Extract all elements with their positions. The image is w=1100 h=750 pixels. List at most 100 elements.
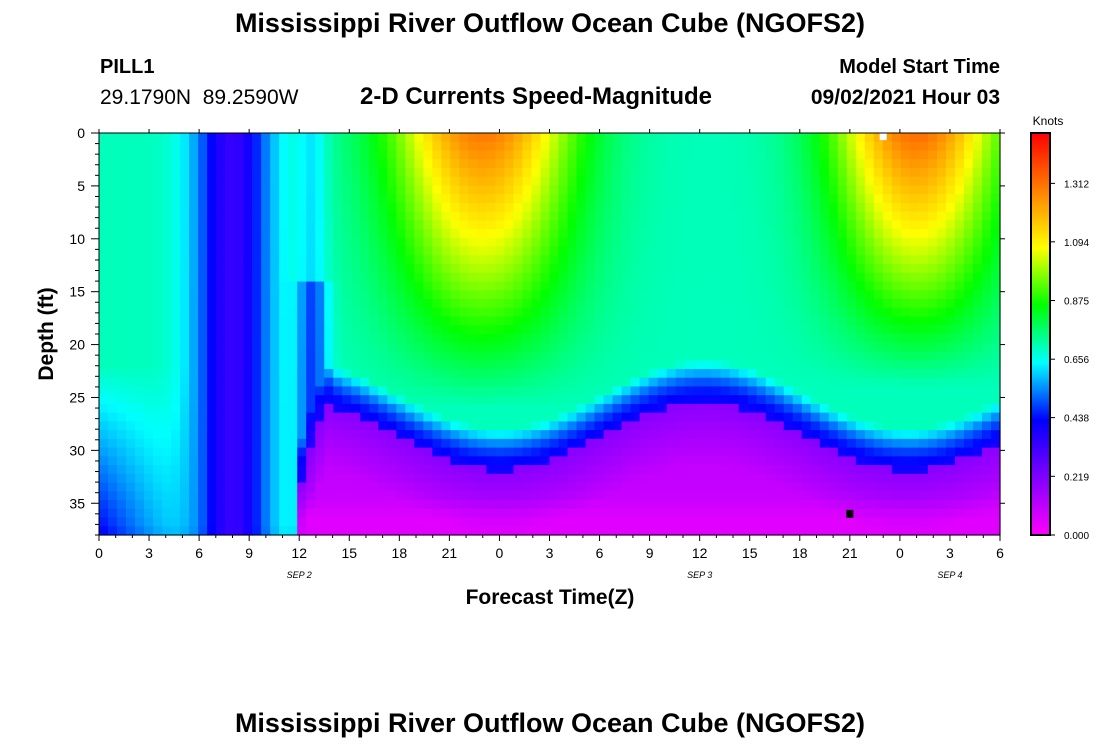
heatmap-cell <box>414 482 424 492</box>
heatmap-cell <box>225 264 235 274</box>
heatmap-cell <box>981 211 992 221</box>
heatmap-cell <box>315 281 325 291</box>
heatmap-cell <box>378 430 388 440</box>
heatmap-cell <box>729 246 740 256</box>
heatmap-cell <box>180 482 190 492</box>
heatmap-cell <box>270 386 280 396</box>
heatmap-cell <box>387 290 397 300</box>
heatmap-cell <box>603 325 614 335</box>
heatmap-cell <box>468 421 479 431</box>
heatmap-cell <box>351 229 361 239</box>
heatmap-cell <box>675 412 686 422</box>
heatmap-cell <box>414 307 424 318</box>
heatmap-cell <box>351 194 361 204</box>
heatmap-cell <box>801 281 812 291</box>
heatmap-cell <box>342 194 352 204</box>
heatmap-cell <box>837 334 848 344</box>
heatmap-cell <box>747 395 758 405</box>
heatmap-cell <box>972 360 983 370</box>
heatmap-cell <box>450 526 460 536</box>
heatmap-cell <box>621 342 632 353</box>
heatmap-cell <box>540 368 551 379</box>
heatmap-cell <box>540 159 551 169</box>
heatmap-cell <box>702 141 713 152</box>
heatmap-cell <box>675 421 686 431</box>
heatmap-cell <box>486 456 497 466</box>
heatmap-cell <box>495 334 506 344</box>
heatmap-cell <box>729 141 740 152</box>
heatmap-cell <box>504 159 515 169</box>
heatmap-cell <box>522 202 533 213</box>
heatmap-cell <box>585 176 596 187</box>
heatmap-cell <box>423 159 433 169</box>
heatmap-cell <box>927 255 938 265</box>
heatmap-cell <box>837 491 848 501</box>
heatmap-cell <box>234 255 244 265</box>
heatmap-cell <box>360 316 370 326</box>
heatmap-cell <box>135 281 145 291</box>
heatmap-cell <box>495 316 506 326</box>
heatmap-cell <box>117 500 127 510</box>
heatmap-cell <box>864 194 875 204</box>
heatmap-cell <box>243 220 253 230</box>
heatmap-cell <box>108 456 118 466</box>
heatmap-cell <box>792 141 803 152</box>
heatmap-cell <box>387 159 397 169</box>
heatmap-cell <box>828 334 839 344</box>
heatmap-cell <box>495 412 506 422</box>
heatmap-cell <box>711 473 722 484</box>
heatmap-cell <box>801 482 812 492</box>
heatmap-cell <box>153 395 163 405</box>
heatmap-cell <box>216 377 226 388</box>
heatmap-cell <box>990 185 1001 195</box>
heatmap-cell <box>297 272 307 283</box>
heatmap-cell <box>477 421 488 431</box>
heatmap-cell <box>864 290 875 300</box>
heatmap-cell <box>288 360 298 370</box>
heatmap-cell <box>864 351 875 361</box>
heatmap-cell <box>720 272 731 283</box>
heatmap-cell <box>666 264 677 274</box>
heatmap-cell <box>738 255 749 265</box>
heatmap-cell <box>387 447 397 457</box>
heatmap-cell <box>792 220 803 230</box>
heatmap-cell <box>729 255 740 265</box>
heatmap-cell <box>252 430 262 440</box>
heatmap-cell <box>288 316 298 326</box>
heatmap-cell <box>774 403 785 414</box>
heatmap-cell <box>108 421 118 431</box>
heatmap-cell <box>387 281 397 291</box>
heatmap-cell <box>432 325 442 335</box>
heatmap-cell <box>99 491 109 501</box>
heatmap-cell <box>261 264 271 274</box>
heatmap-cell <box>855 316 866 326</box>
heatmap-cell <box>639 133 650 143</box>
heatmap-cell <box>288 202 298 213</box>
heatmap-cell <box>891 377 902 388</box>
heatmap-cell <box>459 290 470 300</box>
heatmap-cell <box>810 299 821 309</box>
heatmap-cell <box>324 465 334 475</box>
heatmap-cell <box>954 194 965 204</box>
heatmap-cell <box>180 500 190 510</box>
heatmap-cell <box>990 403 1001 414</box>
heatmap-cell <box>441 272 451 283</box>
heatmap-cell <box>891 229 902 239</box>
heatmap-cell <box>684 360 695 370</box>
heatmap-cell <box>837 202 848 213</box>
heatmap-cell <box>144 211 154 221</box>
heatmap-cell <box>252 325 262 335</box>
heatmap-cell <box>522 325 533 335</box>
heatmap-cell <box>279 465 289 475</box>
heatmap-cell <box>423 167 433 178</box>
heatmap-cell <box>333 133 343 143</box>
heatmap-cell <box>531 281 542 291</box>
heatmap-cell <box>396 491 406 501</box>
heatmap-cell <box>954 351 965 361</box>
heatmap-cell <box>99 377 109 388</box>
heatmap-cell <box>801 150 812 160</box>
heatmap-cell <box>675 526 686 536</box>
heatmap-cell <box>243 159 253 169</box>
heatmap-cell <box>162 141 172 152</box>
heatmap-cell <box>963 159 974 169</box>
